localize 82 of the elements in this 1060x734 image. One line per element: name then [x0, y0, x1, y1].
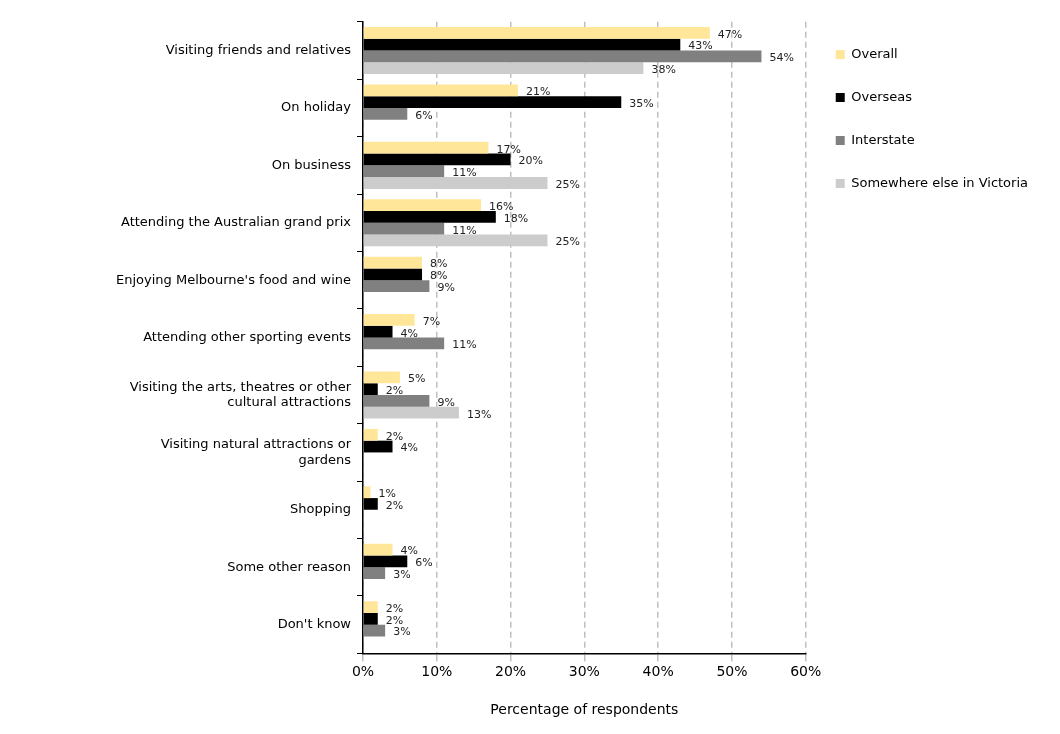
data-label: 2%	[385, 383, 404, 397]
x-tick-label: 50%	[716, 663, 748, 680]
bar	[363, 234, 548, 247]
data-label: 3%	[393, 625, 411, 639]
bar	[363, 567, 386, 580]
data-label: 11%	[452, 166, 477, 180]
x-tick-label: 30%	[568, 663, 600, 680]
data-label: 1%	[378, 487, 396, 501]
y-tick-label: On holiday	[281, 99, 352, 115]
bar	[363, 395, 430, 407]
data-label: 5%	[407, 372, 426, 386]
data-label: 25%	[555, 235, 580, 249]
x-axis-title: Percentage of respondents	[490, 701, 679, 718]
y-tick-label: Attending other sporting events	[143, 328, 352, 344]
data-label: 35%	[629, 96, 654, 110]
bar	[363, 314, 415, 326]
data-label: 6%	[415, 108, 433, 122]
data-label: 9%	[437, 280, 455, 294]
bar	[363, 177, 548, 189]
y-tick-label: Enjoying Melbourne's food and wine	[116, 271, 351, 287]
data-label: 47%	[717, 27, 743, 41]
data-label: 21%	[525, 85, 551, 99]
data-label: 25%	[555, 177, 580, 191]
y-tick-label: Shopping	[289, 501, 351, 517]
data-label: 4%	[400, 326, 418, 340]
bar	[363, 543, 393, 556]
bar	[363, 84, 518, 97]
data-label: 13%	[466, 407, 492, 421]
data-label: 2%	[385, 613, 404, 627]
bar	[363, 62, 644, 75]
data-label: 8%	[430, 257, 448, 271]
y-tick-label: Don't know	[277, 616, 352, 632]
bar	[363, 624, 386, 637]
bar	[363, 337, 445, 350]
x-tick-label: 60%	[790, 663, 822, 680]
bar	[363, 26, 710, 39]
data-label: 18%	[503, 211, 529, 225]
legend-label: Interstate	[851, 131, 915, 147]
bar	[363, 428, 378, 441]
y-tick-label: Visiting natural attractions or gardens	[160, 436, 352, 467]
x-tick-label: 40%	[642, 663, 674, 680]
data-label: 54%	[769, 51, 794, 65]
data-label: 11%	[452, 223, 477, 237]
bar	[363, 601, 378, 613]
bar	[363, 50, 762, 63]
bar	[363, 199, 482, 211]
y-tick-label: Some other reason	[227, 558, 351, 574]
y-tick-label: On business	[271, 156, 352, 172]
data-label: 3%	[393, 568, 411, 582]
bar	[363, 371, 400, 384]
y-tick-label: Visiting the arts, theatres or other cultural attractions	[129, 378, 352, 410]
legend-label: Overseas	[851, 88, 913, 104]
data-label: 9%	[437, 395, 455, 409]
bar	[363, 256, 423, 269]
data-label: 20%	[518, 154, 544, 168]
legend-label: Overall	[851, 45, 898, 61]
y-tick-label: Attending the Australian grand prix	[120, 214, 352, 230]
data-label: 2%	[385, 498, 404, 512]
bar	[363, 222, 445, 235]
x-tick-label: 20%	[495, 663, 527, 680]
data-label: 6%	[415, 556, 433, 570]
data-label: 38%	[651, 63, 676, 77]
bar	[363, 165, 445, 178]
legend-label: Somewhere else in Victoria	[851, 174, 1028, 190]
data-label: 4%	[400, 441, 418, 455]
data-label: 4%	[400, 544, 418, 558]
bar	[363, 280, 430, 292]
y-tick-label: Visiting friends and relatives	[165, 41, 352, 57]
data-label: 2%	[385, 601, 404, 615]
bar	[363, 107, 408, 120]
data-label: 43%	[688, 39, 713, 53]
data-label: 11%	[452, 338, 477, 352]
data-label: 17%	[496, 142, 521, 156]
bar	[363, 486, 371, 499]
bar	[363, 406, 459, 419]
x-tick-label: 10%	[421, 663, 453, 680]
data-label: 7%	[422, 314, 441, 328]
data-label: 8%	[430, 269, 448, 283]
x-tick-label: 0%	[351, 663, 375, 680]
data-label: 2%	[385, 429, 404, 443]
bar	[363, 141, 489, 154]
data-label: 16%	[489, 199, 514, 213]
